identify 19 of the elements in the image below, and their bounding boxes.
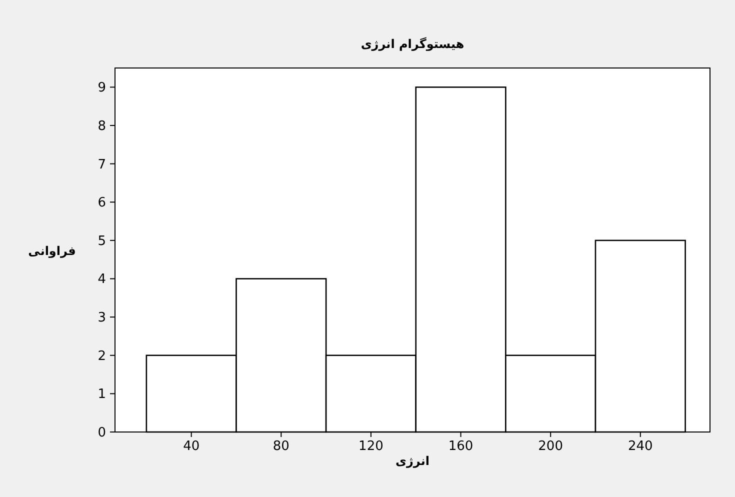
y-tick-label: 7 xyxy=(98,157,106,172)
x-tick-label: 40 xyxy=(183,439,200,454)
y-tick-label: 5 xyxy=(98,234,106,249)
y-axis-title: فراوانی xyxy=(28,244,76,258)
y-tick-label: 6 xyxy=(98,196,106,211)
x-tick-label: 80 xyxy=(272,439,290,454)
y-tick-label: 4 xyxy=(98,272,106,288)
chart-title: هیستوگرام انرژی xyxy=(360,37,464,51)
x-tick-label: 160 xyxy=(448,439,474,454)
y-tick-label: 1 xyxy=(98,387,106,402)
x-tick-label: 200 xyxy=(538,439,563,454)
y-tick-label: 2 xyxy=(98,348,106,364)
x-tick-label: 240 xyxy=(628,439,653,454)
y-tick-label: 8 xyxy=(98,118,106,134)
x-axis-title: انرژی xyxy=(396,454,430,468)
y-tick-label: 3 xyxy=(98,310,106,326)
y-tick-label: 9 xyxy=(98,80,106,96)
y-tick-label: 0 xyxy=(98,426,106,440)
x-tick-label: 120 xyxy=(358,439,384,454)
